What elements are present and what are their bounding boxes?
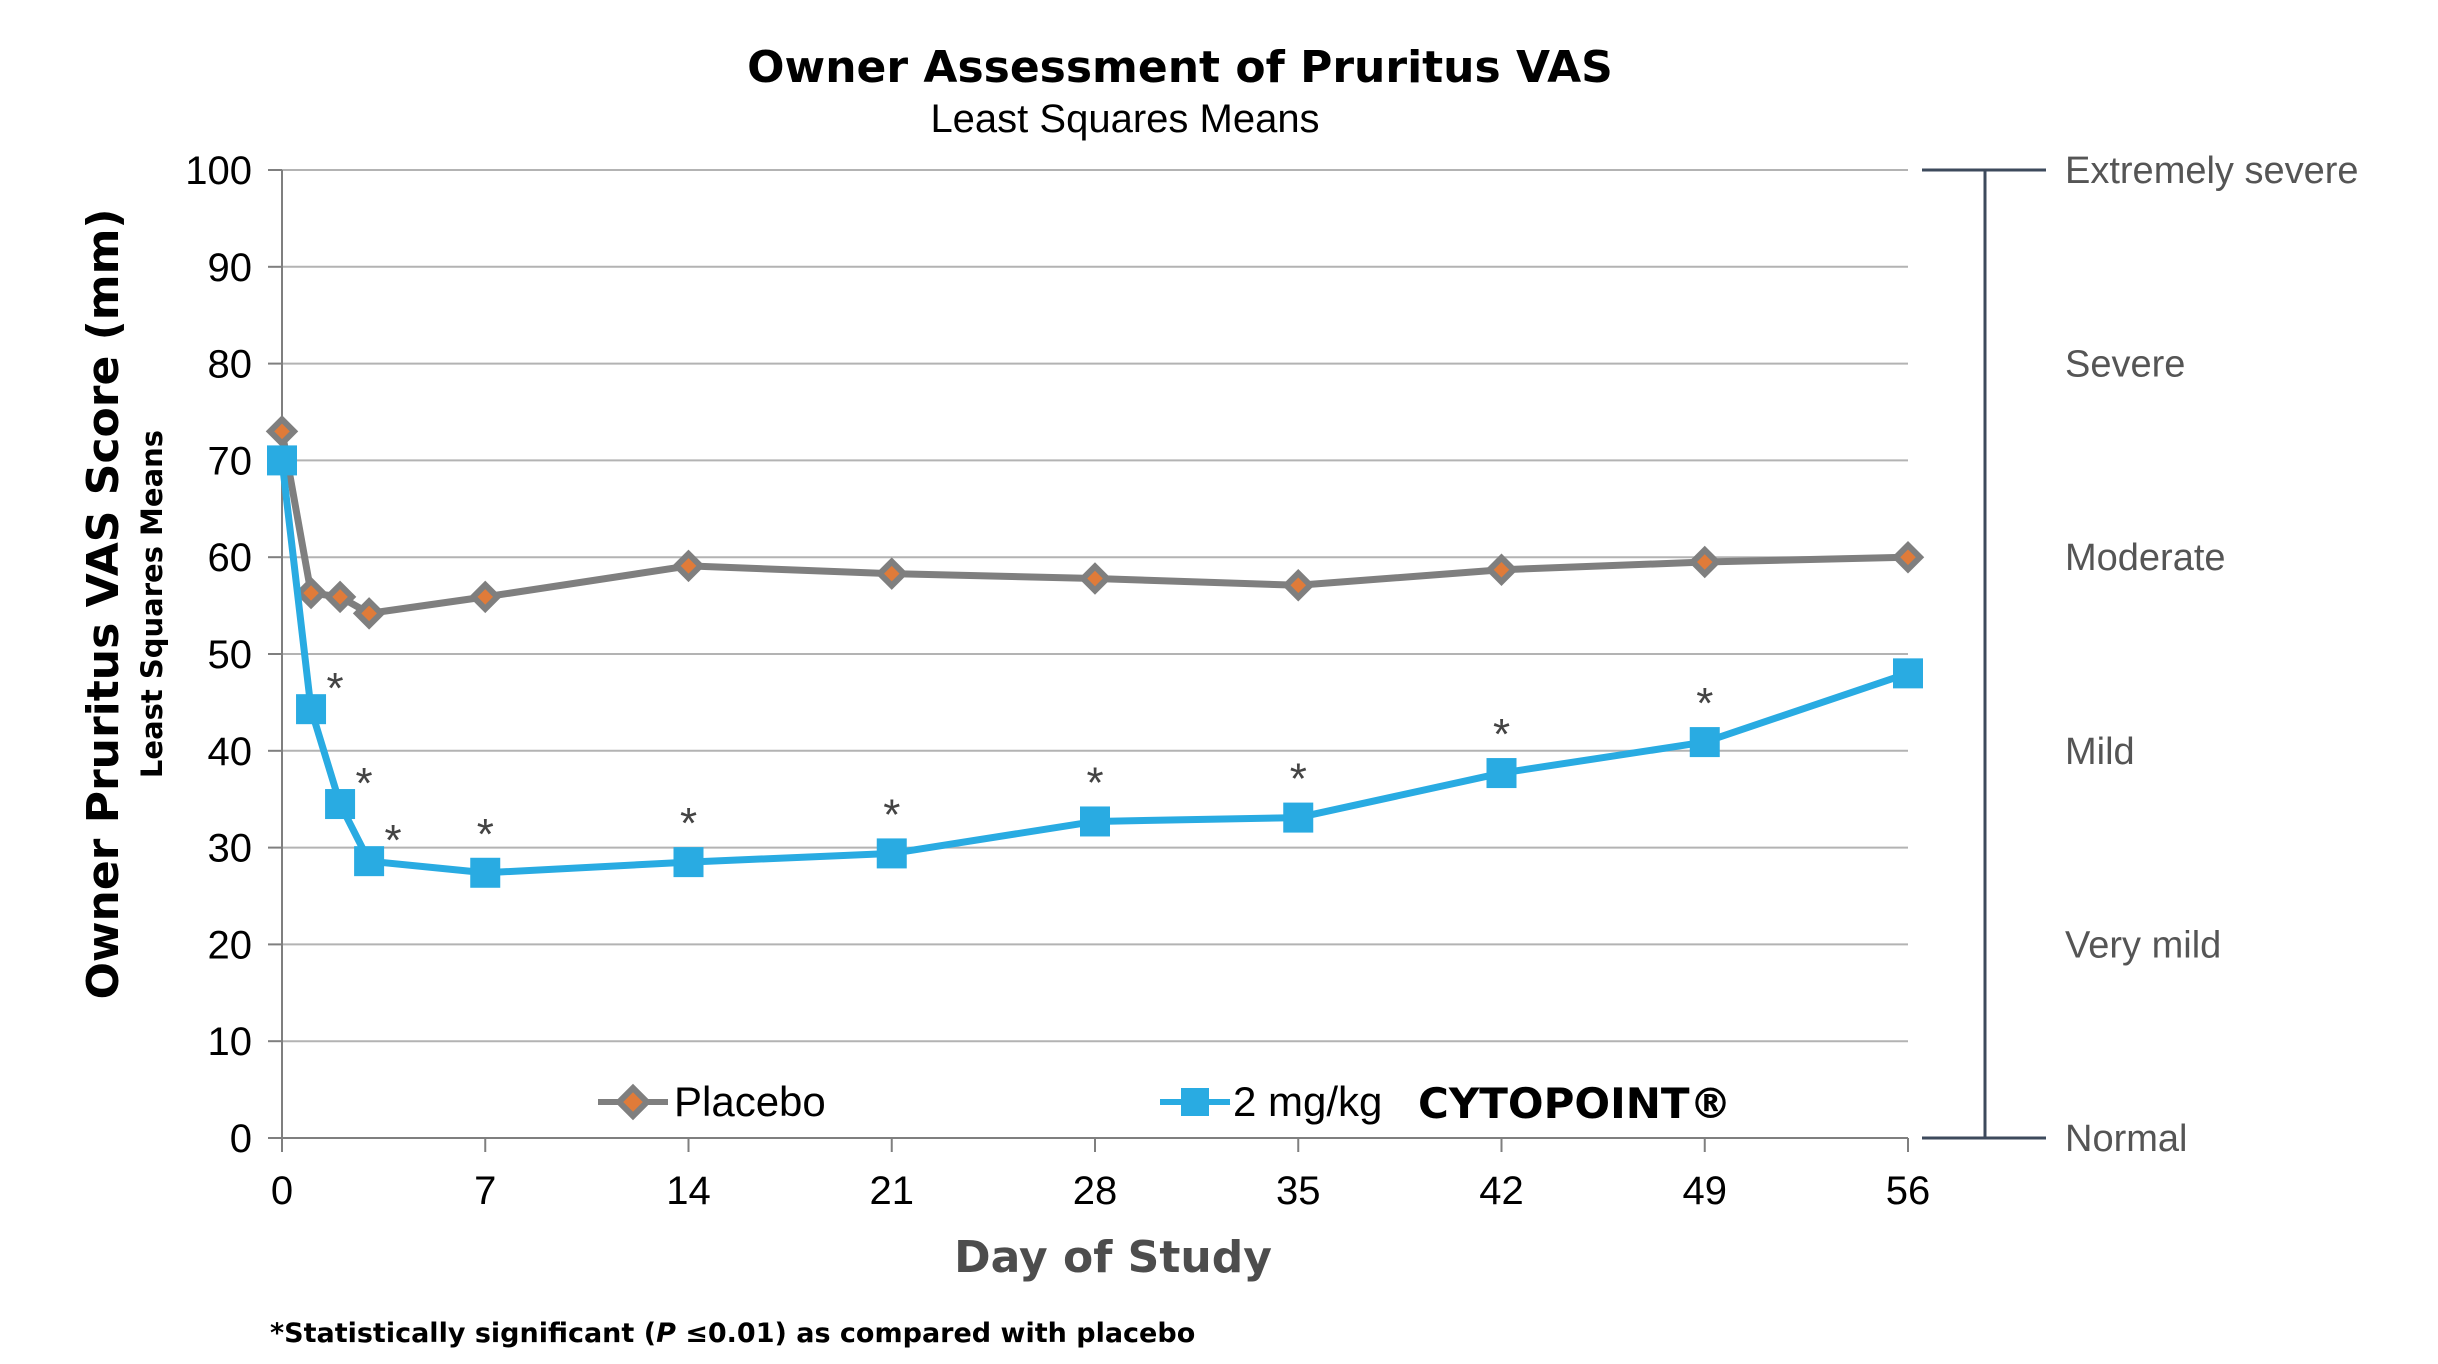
footnote-p: P xyxy=(656,1318,676,1349)
y-tick-label: 90 xyxy=(208,246,253,290)
x-tick-label: 49 xyxy=(1683,1169,1728,1213)
x-tick-label: 21 xyxy=(870,1169,915,1213)
placebo-point xyxy=(1078,562,1112,595)
significance-star: * xyxy=(1086,758,1103,807)
chart-title: Owner Assessment of Pruritus VAS xyxy=(747,42,1613,93)
significance-star: * xyxy=(385,816,402,865)
x-tick-label: 42 xyxy=(1479,1169,1524,1213)
significance-star: * xyxy=(680,799,697,848)
placebo-point xyxy=(1282,569,1315,602)
placebo-point xyxy=(1688,545,1721,579)
placebo-point xyxy=(265,415,299,448)
x-tick-label: 56 xyxy=(1886,1169,1931,1213)
significance-star: * xyxy=(1696,679,1713,728)
cytopoint-point xyxy=(1283,802,1314,833)
legend-cytopoint-brand: CYTOPOINT® xyxy=(1418,1079,1732,1128)
cytopoint-point xyxy=(876,838,907,869)
x-axis-title: Day of Study xyxy=(954,1232,1272,1283)
cytopoint-point xyxy=(296,694,327,725)
severity-label: Mild xyxy=(2065,731,2135,773)
placebo-point xyxy=(875,557,908,590)
severity-label: Very mild xyxy=(2065,924,2221,966)
cytopoint-point xyxy=(1893,658,1923,689)
significance-star: * xyxy=(1290,755,1307,804)
y-tick-label: 60 xyxy=(208,536,253,580)
significance-star: * xyxy=(883,790,900,839)
y-tick-labels: 0 10 20 30 40 50 60 70 80 90 100 xyxy=(185,149,252,1161)
cytopoint-point xyxy=(1080,806,1110,837)
legend: Placebo 2 mg/kg CYTOPOINT® xyxy=(598,1078,1732,1128)
severity-label: Moderate xyxy=(2065,537,2226,579)
x-tick-labels: 0 7 14 21 28 35 42 49 56 xyxy=(271,1169,1930,1213)
legend-placebo-label: Placebo xyxy=(674,1078,826,1125)
footnote: *Statistically significant (P ≤0.01) as … xyxy=(270,1318,1195,1349)
cytopoint-point xyxy=(267,445,297,476)
cytopoint-point xyxy=(1689,727,1720,758)
legend-cytopoint-marker xyxy=(1181,1088,1209,1116)
placebo-point xyxy=(469,580,502,614)
significance-star: * xyxy=(356,759,373,808)
series-line-1 xyxy=(278,459,1910,877)
placebo-point xyxy=(1485,553,1518,587)
x-tick-label: 0 xyxy=(271,1169,293,1213)
y-tick-label: 20 xyxy=(208,923,253,967)
placebo-point xyxy=(672,549,705,583)
series-lines xyxy=(265,415,1925,888)
y-tick-label: 100 xyxy=(185,149,252,193)
placebo-point xyxy=(352,597,386,630)
legend-placebo-marker xyxy=(614,1083,652,1121)
gridlines xyxy=(268,169,1909,1152)
y-tick-label: 30 xyxy=(208,827,253,871)
footnote-suffix: ≤0.01) as compared with placebo xyxy=(676,1318,1195,1349)
cytopoint-point xyxy=(673,847,704,878)
footnote-prefix: *Statistically significant ( xyxy=(270,1318,656,1349)
severity-label: Normal xyxy=(2065,1118,2187,1160)
placebo-point xyxy=(294,576,328,610)
x-tick-label: 7 xyxy=(474,1169,496,1213)
y-tick-label: 50 xyxy=(208,633,253,677)
y-tick-label: 10 xyxy=(208,1020,253,1064)
severity-label: Extremely severe xyxy=(2065,150,2359,192)
chart-subtitle: Least Squares Means xyxy=(930,97,1319,141)
y-tick-label: 70 xyxy=(208,439,253,483)
placebo-point xyxy=(323,580,357,614)
y-tick-label: 80 xyxy=(208,343,253,387)
x-tick-label: 14 xyxy=(666,1169,711,1213)
cytopoint-point xyxy=(470,857,501,888)
significance-star: * xyxy=(326,664,343,713)
cytopoint-point xyxy=(325,789,356,820)
legend-cytopoint-label: 2 mg/kg xyxy=(1233,1078,1382,1125)
y-axis-subtitle: Least Squares Means xyxy=(135,430,169,778)
y-tick-label: 40 xyxy=(208,730,253,774)
severity-scale: Extremely severe Severe Moderate Mild Very m… xyxy=(1922,150,2359,1160)
significance-star: * xyxy=(1493,710,1510,759)
severity-label: Severe xyxy=(2065,344,2185,386)
cytopoint-point xyxy=(354,846,385,877)
significance-star: * xyxy=(477,810,494,859)
y-tick-label: 0 xyxy=(230,1117,252,1161)
cytopoint-point xyxy=(1486,758,1517,789)
x-tick-label: 35 xyxy=(1276,1169,1321,1213)
significance-markers: *** * * ** *** xyxy=(326,664,1713,865)
y-axis-title: Owner Pruritus VAS Score (mm) xyxy=(78,208,129,999)
x-tick-label: 28 xyxy=(1073,1169,1118,1213)
placebo-point xyxy=(1891,540,1925,574)
